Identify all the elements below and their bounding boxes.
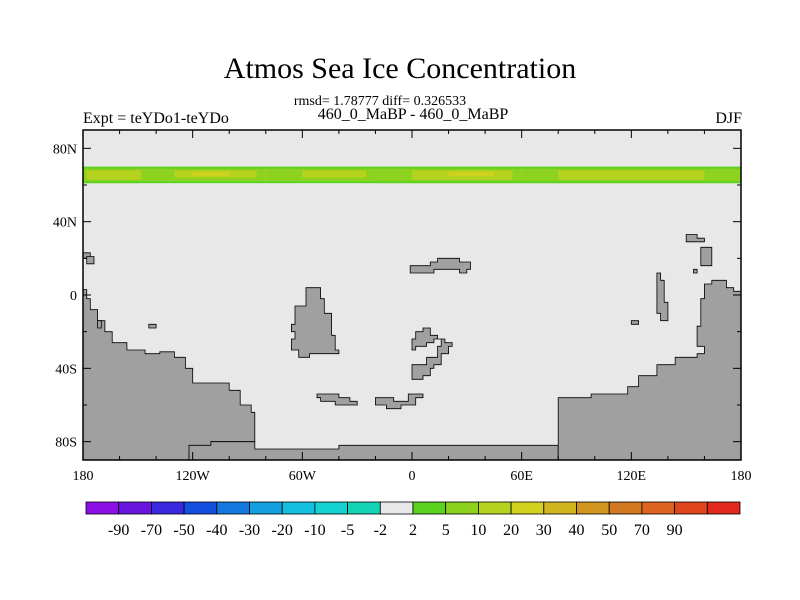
colorbar-swatch	[477, 501, 512, 515]
land-polygon	[700, 246, 713, 267]
x-tick-label: 180	[731, 469, 752, 484]
colorbar: -90 -70 -50 -40 -30 -20 -10 -5 -2 2 5 10 20 30 40 50 70 9…	[85, 501, 741, 539]
colorbar-label: 50	[601, 522, 617, 539]
colorbar-label: 40	[569, 522, 585, 539]
colorbar-swatch	[216, 501, 250, 515]
colorbar-swatch	[347, 501, 381, 515]
y-tick-label: 40N	[53, 216, 77, 231]
colorbar-swatch	[674, 501, 708, 515]
stats-label: rmsd= 1.78777 diff= 0.326533	[293, 94, 467, 109]
colorbar-label: 90	[667, 522, 683, 539]
season-label: DJF	[715, 110, 742, 127]
period-label: 460_0_MaBP - 460_0_MaBP	[317, 106, 509, 123]
colorbar-swatch	[576, 501, 610, 515]
ice-band-cell	[302, 170, 367, 178]
colorbar-swatch	[281, 501, 316, 515]
y-tick-label: 80N	[53, 142, 77, 157]
land-polygon	[557, 279, 742, 461]
colorbar-label: -10	[304, 522, 325, 539]
land-polygon	[374, 393, 424, 410]
x-tick-label: 60W	[289, 469, 317, 484]
colorbar-swatch	[510, 501, 545, 515]
x-tick-label: 0	[409, 469, 416, 484]
colorbar-label: -2	[374, 522, 387, 539]
land-polygon	[86, 256, 95, 265]
land-polygon	[685, 234, 705, 243]
map-area	[82, 130, 742, 461]
colorbar-label: 10	[470, 522, 486, 539]
land-polygon	[630, 320, 639, 325]
colorbar-label: -90	[108, 522, 129, 539]
colorbar-label: 2	[409, 522, 417, 539]
colorbar-swatch	[118, 501, 152, 515]
colorbar-label: 5	[442, 522, 450, 539]
colorbar-swatch	[249, 501, 283, 515]
ice-band-edge	[83, 166, 741, 169]
land-polygon	[148, 323, 157, 329]
land-polygon	[97, 320, 102, 329]
x-tick-label: 180	[73, 469, 94, 484]
ice-band-cell	[558, 170, 705, 180]
colorbar-swatch	[608, 501, 643, 515]
land-polygon	[693, 268, 698, 274]
colorbar-swatch	[183, 501, 218, 515]
colorbar-swatch	[85, 501, 120, 515]
colorbar-swatch	[412, 501, 447, 515]
land-polygon	[409, 257, 471, 274]
colorbar-label: -40	[206, 522, 227, 539]
y-tick-label: 40S	[55, 362, 77, 377]
colorbar-label: -30	[239, 522, 260, 539]
colorbar-swatch	[641, 501, 676, 515]
colorbar-swatch	[543, 501, 577, 515]
land-polygon	[656, 272, 669, 322]
colorbar-label: -70	[141, 522, 162, 539]
colorbar-label: -5	[341, 522, 354, 539]
x-tick-label: 60E	[510, 469, 533, 484]
y-tick-label: 0	[70, 289, 77, 304]
colorbar-label: -20	[272, 522, 293, 539]
land-polygon	[411, 327, 453, 380]
x-tick-label: 120W	[176, 469, 211, 484]
land-polygon	[316, 393, 358, 406]
chart-title: Atmos Sea Ice Concentration	[223, 52, 577, 85]
ice-band-cell	[86, 170, 142, 180]
colorbar-label: 20	[503, 522, 519, 539]
colorbar-swatch	[706, 501, 741, 515]
ice-band-cell	[192, 172, 230, 176]
colorbar-swatch	[314, 501, 348, 515]
map-axes: 180 120W 60W 0 60E 120E 180 80N 40N 0 40S 80S	[53, 129, 752, 484]
colorbar-swatch	[150, 501, 185, 515]
y-tick-label: 80S	[55, 436, 77, 451]
colorbar-label: 30	[536, 522, 552, 539]
colorbar-swatch	[445, 501, 479, 515]
experiment-label: Expt = teYDo1-teYDo	[83, 110, 229, 127]
ice-band-cell	[448, 172, 495, 176]
ice-band-edge	[83, 181, 741, 184]
land-polygon	[290, 287, 340, 358]
colorbar-swatch	[379, 501, 414, 515]
colorbar-label: 70	[634, 522, 650, 539]
colorbar-label: -50	[173, 522, 194, 539]
x-tick-label: 120E	[617, 469, 647, 484]
